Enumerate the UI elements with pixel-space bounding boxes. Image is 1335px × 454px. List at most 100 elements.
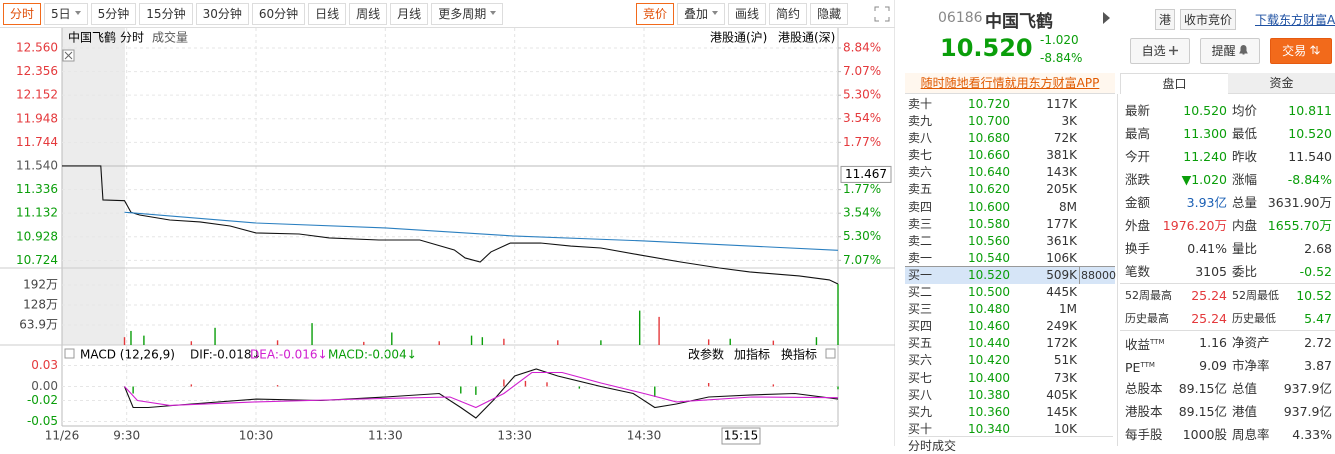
book-price: 10.440 bbox=[968, 336, 1010, 351]
book-price: 10.340 bbox=[968, 421, 1010, 436]
tab[interactable]: 资金 bbox=[1228, 73, 1335, 94]
book-row: 买七 10.400 73K bbox=[905, 370, 1115, 387]
book-price: 10.660 bbox=[968, 148, 1010, 163]
next-arrow[interactable] bbox=[1102, 11, 1112, 25]
book-row: 买八 10.380 405K bbox=[905, 387, 1115, 404]
stat-row: 历史最高 25.24 历史最低 5.47 bbox=[1120, 307, 1335, 331]
stat-label-text: 52周最低 bbox=[1232, 289, 1279, 302]
stat-label: PETTM bbox=[1125, 354, 1155, 379]
book-volume: 73K bbox=[1053, 370, 1077, 385]
period-tab[interactable]: 周线 bbox=[349, 3, 388, 25]
stat-value: ▼1.020 bbox=[1181, 172, 1227, 187]
book-label: 买三 bbox=[908, 302, 933, 317]
cursor-price: 11.467 bbox=[845, 167, 887, 181]
stat-label-text: 总股本 bbox=[1125, 381, 1163, 396]
book-label: 买二 bbox=[908, 285, 933, 300]
close-icon[interactable] bbox=[64, 51, 73, 60]
volume-label: 成交量 bbox=[152, 30, 188, 45]
trades-header: 分时成交 bbox=[908, 436, 1113, 454]
tool-button[interactable]: 叠加 bbox=[677, 3, 726, 25]
book-row: 卖一 10.540 106K bbox=[905, 250, 1115, 267]
macd-action[interactable]: 换指标 bbox=[781, 347, 817, 362]
book-price: 10.480 bbox=[968, 302, 1010, 317]
stat-label-text: 历史最高 bbox=[1125, 312, 1169, 325]
period-tab[interactable]: 15分钟 bbox=[139, 3, 193, 25]
tool-button[interactable]: 隐藏 bbox=[810, 3, 849, 25]
connect-link[interactable]: 港股通(深) bbox=[778, 31, 835, 45]
stat-row: 每手股 1000股 周息率 4.33% bbox=[1120, 423, 1335, 446]
trade-icon bbox=[1310, 45, 1320, 55]
tool-button[interactable]: 简约 bbox=[769, 3, 808, 25]
book-label: 买九 bbox=[908, 404, 933, 419]
stat-value: 10.520 bbox=[1288, 126, 1332, 141]
alert-button[interactable]: 提醒 bbox=[1200, 38, 1260, 64]
stock-code: 06186 bbox=[938, 10, 983, 26]
book-label: 卖五 bbox=[908, 182, 933, 197]
y2-tick-label: 1.77% bbox=[843, 182, 881, 196]
book-price: 10.640 bbox=[968, 165, 1010, 180]
stat-label-text: 市净率 bbox=[1232, 358, 1270, 373]
macd-readout: MACD:-0.004↓ bbox=[328, 348, 417, 362]
macd-action[interactable]: 加指标 bbox=[734, 347, 770, 362]
period-tab[interactable]: 30分钟 bbox=[195, 3, 249, 25]
stat-label-text: 港值 bbox=[1232, 404, 1258, 419]
period-tab[interactable]: 更多周期 bbox=[431, 3, 504, 25]
stat-label: 内盘 bbox=[1232, 214, 1257, 237]
period-tab[interactable]: 5日 bbox=[44, 3, 88, 25]
stat-label-text: 每手股 bbox=[1125, 427, 1163, 442]
stat-value: 937.9亿 bbox=[1283, 381, 1332, 396]
tool-button[interactable]: 画线 bbox=[728, 3, 767, 25]
macd-action[interactable]: 改参数 bbox=[688, 347, 724, 362]
book-volume: 72K bbox=[1053, 131, 1077, 146]
stat-label-text: 周息率 bbox=[1232, 427, 1270, 442]
period-group: 分时 5日 5分钟 15分钟 30分钟 60分钟 日线 周线 月线 更多周期 bbox=[3, 3, 506, 25]
stat-label: 收益TTM bbox=[1125, 331, 1164, 356]
fullscreen-icon[interactable] bbox=[874, 6, 890, 22]
stat-value: 4.33% bbox=[1292, 427, 1332, 442]
period-tab[interactable]: 分时 bbox=[3, 3, 42, 25]
book-price: 10.560 bbox=[968, 233, 1010, 248]
stat-label-text: 净资产 bbox=[1232, 335, 1270, 350]
tool-button[interactable]: 竞价 bbox=[636, 3, 675, 25]
period-tab[interactable]: 60分钟 bbox=[251, 3, 306, 25]
volume-bar bbox=[815, 337, 818, 345]
book-price: 10.540 bbox=[968, 250, 1010, 265]
app-link[interactable]: 下载东方财富App bbox=[1255, 13, 1335, 27]
y2-tick-label: 7.07% bbox=[843, 253, 881, 267]
stat-label-text: 历史最低 bbox=[1232, 312, 1276, 325]
book-row: 卖五 10.620 205K bbox=[905, 181, 1115, 198]
period-tab[interactable]: 日线 bbox=[308, 3, 347, 25]
stat-value: 10.811 bbox=[1288, 103, 1332, 118]
trade-button[interactable]: 交易 bbox=[1270, 38, 1332, 64]
stat-label: 每手股 bbox=[1125, 423, 1163, 446]
y2-tick-label: 3.54% bbox=[843, 111, 881, 125]
watch-button[interactable]: 自选 bbox=[1130, 38, 1190, 64]
stat-label: 港股本 bbox=[1125, 400, 1163, 423]
tab[interactable]: 盘口 bbox=[1120, 73, 1229, 94]
y-tick-label: 0.03 bbox=[31, 358, 58, 372]
book-volume: 143K bbox=[1046, 165, 1077, 180]
stat-label-text: 港股本 bbox=[1125, 404, 1163, 419]
stat-label: 昨收 bbox=[1232, 145, 1257, 168]
y-tick-label: 11.744 bbox=[16, 135, 58, 149]
stat-label: 市净率 bbox=[1232, 354, 1270, 377]
y-tick-label: 10.724 bbox=[16, 253, 58, 267]
stat-value: 25.24 bbox=[1191, 288, 1227, 303]
period-tab[interactable]: 5分钟 bbox=[90, 3, 137, 25]
stat-value: 2.68 bbox=[1304, 241, 1332, 256]
period-tab[interactable]: 月线 bbox=[390, 3, 429, 25]
book-volume: 1M bbox=[1059, 302, 1077, 317]
y-tick-label: -0.05 bbox=[27, 414, 58, 428]
macd-close[interactable] bbox=[825, 348, 836, 359]
stock-name: 中国飞鹤 bbox=[68, 30, 116, 45]
book-extra: 88000 bbox=[1079, 267, 1116, 284]
stat-value: 3105 bbox=[1195, 264, 1227, 279]
connect-link[interactable]: 港股通(沪) bbox=[710, 31, 767, 45]
promo-banner[interactable]: 随时随地看行情就用东方财富APP bbox=[905, 73, 1115, 94]
macd-toggle[interactable] bbox=[64, 348, 75, 359]
book-price: 10.460 bbox=[968, 319, 1010, 334]
quote-panel: 06186 中国飞鹤 港 收市竞价 下载东方财富App 10.520 -1.02… bbox=[905, 0, 1335, 453]
cursor-time: 15:15 bbox=[724, 429, 759, 443]
stat-label-text: 笔数 bbox=[1125, 264, 1151, 279]
stat-value: 9.09 bbox=[1199, 358, 1227, 373]
